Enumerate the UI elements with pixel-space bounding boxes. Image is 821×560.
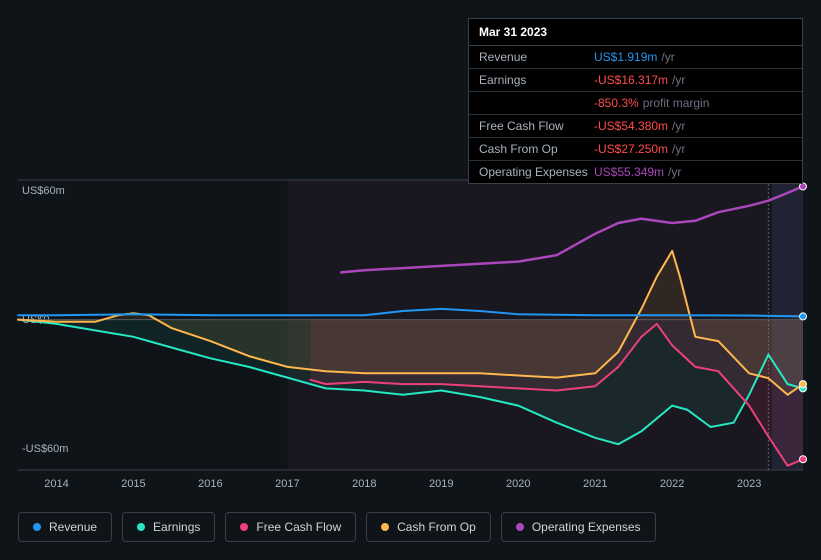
legend-dot-icon: [33, 523, 41, 531]
tooltip-row: Cash From Op-US$27.250m/yr: [469, 138, 802, 161]
series-endpoint-revenue: [800, 313, 807, 320]
x-axis-tick: 2018: [352, 478, 376, 490]
legend-dot-icon: [240, 523, 248, 531]
x-axis-tick: 2014: [44, 478, 68, 490]
legend-dot-icon: [381, 523, 389, 531]
legend-item[interactable]: Cash From Op: [366, 512, 491, 542]
tooltip-suffix: /yr: [672, 73, 685, 87]
legend-label: Operating Expenses: [532, 520, 641, 534]
chart-legend: Revenue Earnings Free Cash Flow Cash From O…: [18, 512, 656, 542]
legend-dot-icon: [137, 523, 145, 531]
legend-item[interactable]: Revenue: [18, 512, 112, 542]
tooltip-label: Revenue: [479, 50, 594, 64]
tooltip-value: US$1.919m: [594, 50, 657, 64]
series-endpoint-fcf: [800, 456, 807, 463]
x-axis-tick: 2016: [198, 478, 222, 490]
series-endpoint-cfo: [800, 381, 807, 388]
tooltip-label: Free Cash Flow: [479, 119, 594, 133]
x-axis-tick: 2021: [583, 478, 607, 490]
x-axis-tick: 2022: [660, 478, 684, 490]
financials-chart[interactable]: [18, 180, 803, 470]
tooltip-suffix: profit margin: [643, 96, 710, 110]
tooltip-row: RevenueUS$1.919m/yr: [469, 46, 802, 69]
x-axis-tick: 2023: [737, 478, 761, 490]
tooltip-suffix: /yr: [668, 165, 681, 179]
tooltip-label: Cash From Op: [479, 142, 594, 156]
tooltip-date: Mar 31 2023: [469, 19, 802, 46]
x-axis-tick: 2017: [275, 478, 299, 490]
legend-label: Revenue: [49, 520, 97, 534]
x-axis-tick: 2015: [121, 478, 145, 490]
legend-item[interactable]: Operating Expenses: [501, 512, 656, 542]
tooltip-label: Earnings: [479, 73, 594, 87]
legend-label: Free Cash Flow: [256, 520, 341, 534]
tooltip-row: Free Cash Flow-US$54.380m/yr: [469, 115, 802, 138]
x-axis-tick: 2020: [506, 478, 530, 490]
legend-label: Earnings: [153, 520, 200, 534]
tooltip-value: -US$16.317m: [594, 73, 668, 87]
legend-label: Cash From Op: [397, 520, 476, 534]
tooltip-row: Earnings-US$16.317m/yr: [469, 69, 802, 92]
tooltip-value: -850.3%: [594, 96, 639, 110]
legend-item[interactable]: Earnings: [122, 512, 215, 542]
tooltip-value: -US$27.250m: [594, 142, 668, 156]
chart-tooltip: Mar 31 2023 RevenueUS$1.919m/yrEarnings-…: [468, 18, 803, 184]
tooltip-label: Operating Expenses: [479, 165, 594, 179]
tooltip-row: -850.3% profit margin: [469, 92, 802, 115]
legend-item[interactable]: Free Cash Flow: [225, 512, 356, 542]
x-axis-tick: 2019: [429, 478, 453, 490]
tooltip-value: -US$54.380m: [594, 119, 668, 133]
tooltip-value: US$55.349m: [594, 165, 664, 179]
tooltip-suffix: /yr: [672, 119, 685, 133]
legend-dot-icon: [516, 523, 524, 531]
tooltip-suffix: /yr: [661, 50, 674, 64]
tooltip-row: Operating ExpensesUS$55.349m/yr: [469, 161, 802, 183]
tooltip-suffix: /yr: [672, 142, 685, 156]
